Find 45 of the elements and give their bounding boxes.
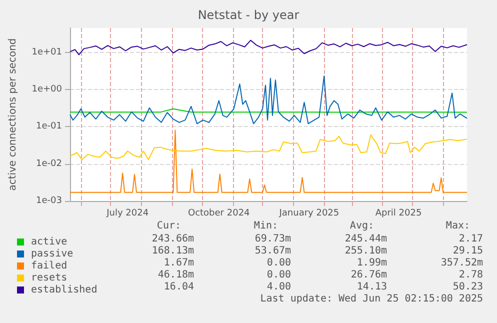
- text: 2.78: [458, 270, 484, 280]
- text: Min:: [254, 220, 278, 232]
- y-tick-label: 1e+00: [32, 84, 62, 94]
- text: 243.66m: [152, 234, 194, 244]
- text: 16.04: [164, 282, 194, 292]
- y-tick-label: 1e-01: [36, 122, 62, 132]
- legend-label: passive: [31, 248, 74, 260]
- y-axis-title: active connections per second: [8, 38, 18, 191]
- x-tick-label: April 2025: [375, 208, 422, 218]
- text: Max:: [446, 220, 470, 232]
- text: 255.10m: [344, 246, 388, 256]
- text: 26.76m: [350, 270, 387, 280]
- y-tick-label: 1e-03: [36, 196, 62, 206]
- text: 4.00: [266, 282, 292, 292]
- line-series: [70, 40, 468, 56]
- text: 46.18m: [158, 270, 194, 280]
- text: 69.73m: [254, 234, 291, 244]
- line-series: [70, 134, 468, 160]
- text: 29.15: [452, 246, 484, 256]
- text: 2.17: [458, 234, 484, 244]
- x-tick-label: October 2024: [188, 208, 250, 218]
- text: 0.00: [266, 258, 292, 268]
- line-series: [70, 76, 468, 124]
- text: Avg:: [350, 220, 374, 232]
- text: 0.00: [266, 270, 292, 280]
- legend-label: failed: [31, 260, 68, 272]
- text: 168.13m: [152, 246, 194, 256]
- x-tick-label: January 2025: [278, 208, 340, 218]
- legend-label: established: [31, 284, 98, 296]
- legend-label: active: [31, 236, 68, 248]
- text: Cur:: [156, 220, 182, 232]
- text: 245.44m: [344, 234, 388, 244]
- line-series: [70, 130, 468, 193]
- text: 357.52m: [440, 258, 484, 268]
- y-tick-label: 1e+01: [32, 47, 62, 58]
- text: 14.13: [356, 282, 388, 292]
- y-tick-label: 1e-02: [36, 158, 62, 169]
- text: Last update: Wed Jun 25 02:15:00 2025: [260, 294, 484, 304]
- text: 1.99m: [356, 258, 388, 268]
- x-tick-label: July 2024: [106, 208, 149, 218]
- chart-title: Netstat - by year: [198, 8, 300, 22]
- legend-label: resets: [31, 272, 68, 284]
- text: 53.67m: [254, 246, 291, 256]
- text: 1.67m: [164, 258, 194, 268]
- text: 50.23: [452, 282, 484, 292]
